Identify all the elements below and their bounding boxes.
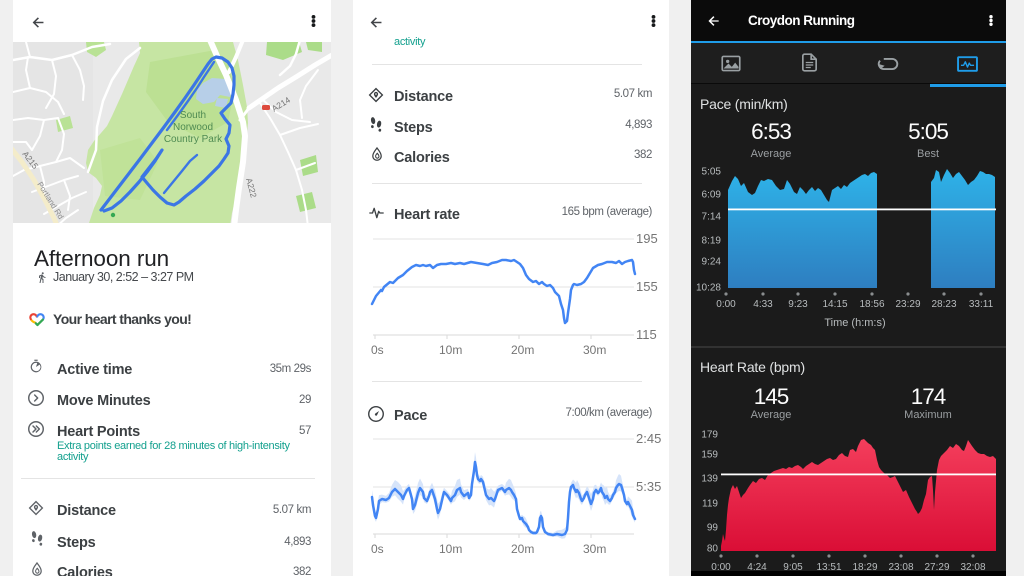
svg-text:7:14: 7:14 [702, 212, 722, 223]
svg-text:6:09: 6:09 [702, 190, 722, 201]
svg-text:119: 119 [702, 499, 718, 510]
svg-text:28:23: 28:23 [931, 299, 956, 310]
svg-text:179: 179 [701, 430, 718, 441]
svg-text:9:05: 9:05 [783, 562, 803, 573]
svg-text:80: 80 [707, 544, 719, 555]
svg-text:5:05: 5:05 [702, 167, 722, 178]
svg-text:195: 195 [636, 231, 658, 246]
svg-text:9:23: 9:23 [788, 299, 808, 310]
svg-text:10:28: 10:28 [696, 283, 721, 294]
svg-text:23:29: 23:29 [895, 299, 920, 310]
svg-text:Norwood: Norwood [173, 122, 213, 133]
svg-text:Time (h:m:s): Time (h:m:s) [824, 317, 885, 329]
svg-text:4:24: 4:24 [747, 562, 767, 573]
svg-text:23:08: 23:08 [888, 562, 913, 573]
svg-text:18:56: 18:56 [859, 299, 884, 310]
svg-text:4:33: 4:33 [753, 299, 773, 310]
svg-text:139: 139 [701, 474, 718, 485]
svg-text:8:19: 8:19 [702, 236, 722, 247]
svg-text:0:00: 0:00 [716, 299, 736, 310]
svg-text:Country Park: Country Park [164, 134, 223, 145]
svg-text:0:00: 0:00 [711, 562, 731, 573]
svg-text:18:29: 18:29 [852, 562, 877, 573]
svg-text:159: 159 [701, 450, 718, 461]
svg-text:33:11: 33:11 [969, 299, 994, 310]
svg-text:32:08: 32:08 [960, 562, 985, 573]
svg-text:South: South [180, 110, 206, 121]
svg-text:5:35: 5:35 [636, 479, 661, 494]
svg-text:115: 115 [636, 327, 657, 342]
svg-text:2:45: 2:45 [636, 431, 661, 446]
svg-text:14:15: 14:15 [822, 299, 847, 310]
svg-text:99: 99 [707, 523, 719, 534]
svg-text:27:29: 27:29 [924, 562, 949, 573]
svg-text:155: 155 [636, 279, 658, 294]
svg-text:13:51: 13:51 [816, 562, 841, 573]
svg-text:9:24: 9:24 [702, 257, 722, 268]
